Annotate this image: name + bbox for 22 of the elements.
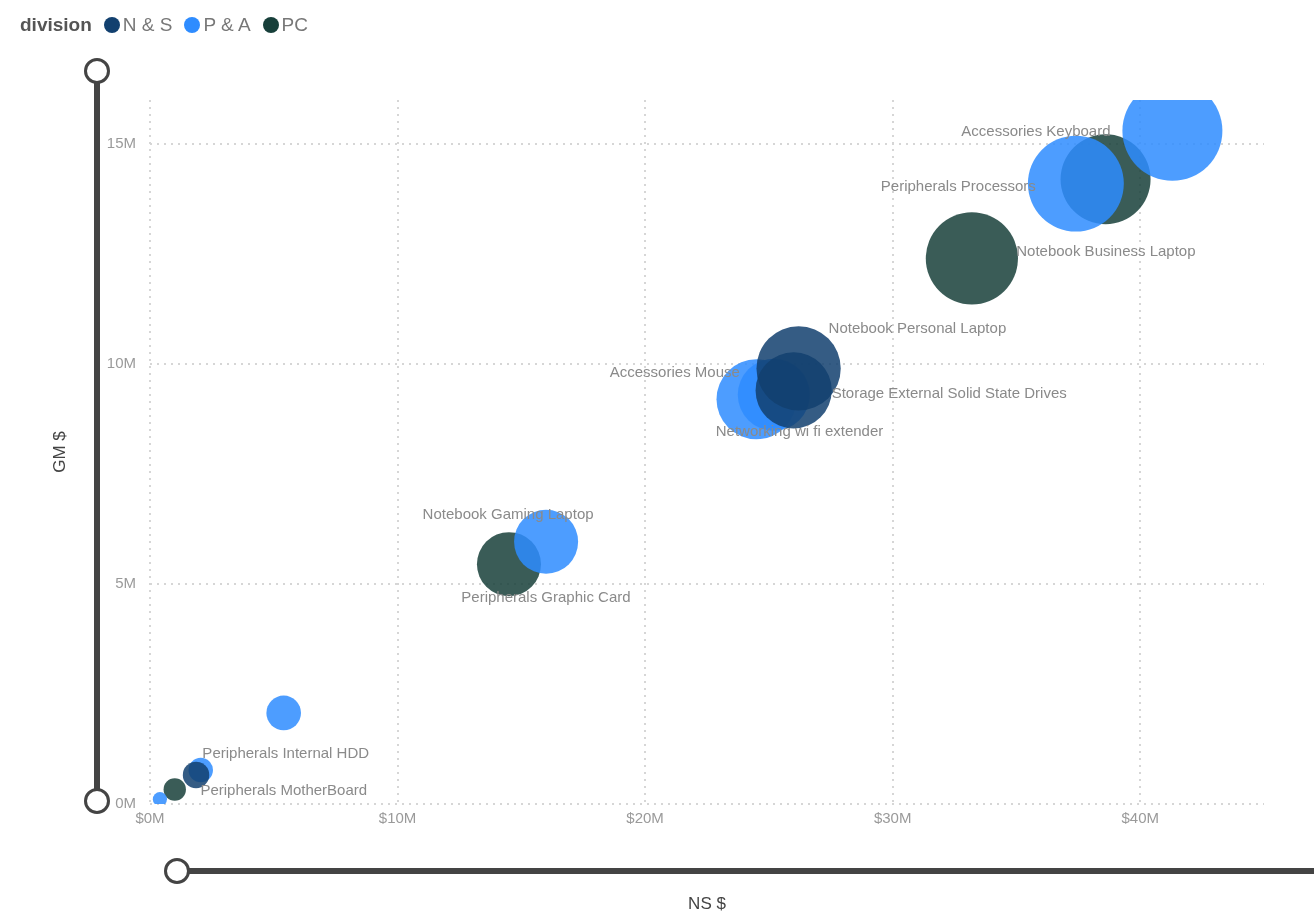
annotation: Accessories Keyboard [961,122,1111,140]
annotation: Notebook Business Laptop [1016,241,1196,259]
x-axis-title: NS $ [688,894,727,914]
x-tick-label: $20M [626,809,664,827]
annotation: Peripherals Graphic Card [461,588,631,606]
x-tick-label: $10M [378,809,417,827]
x-tick-label: $30M [873,809,912,827]
y-tick-label: 10M [106,354,136,372]
y-tick-label: 5M [115,574,136,592]
annotation: Peripherals MotherBoard [200,780,368,798]
x-tick-label: $40M [1121,809,1159,827]
x-tick-label: $0M [135,809,165,827]
y-tick-label: 0M [115,794,136,812]
legend-label: PC [281,14,309,36]
y-tick-label: 15M [106,134,136,152]
annotation: Storage External Solid State Drives [831,383,1067,401]
y-axis-title: GM $ [49,430,69,473]
annotation: Peripherals Internal HDD [202,744,370,762]
legend-title: division [20,14,92,36]
legend-label: P & A [203,14,251,36]
legend-label: N & S [122,14,173,36]
annotation: Notebook Personal Laptop [828,318,1007,336]
